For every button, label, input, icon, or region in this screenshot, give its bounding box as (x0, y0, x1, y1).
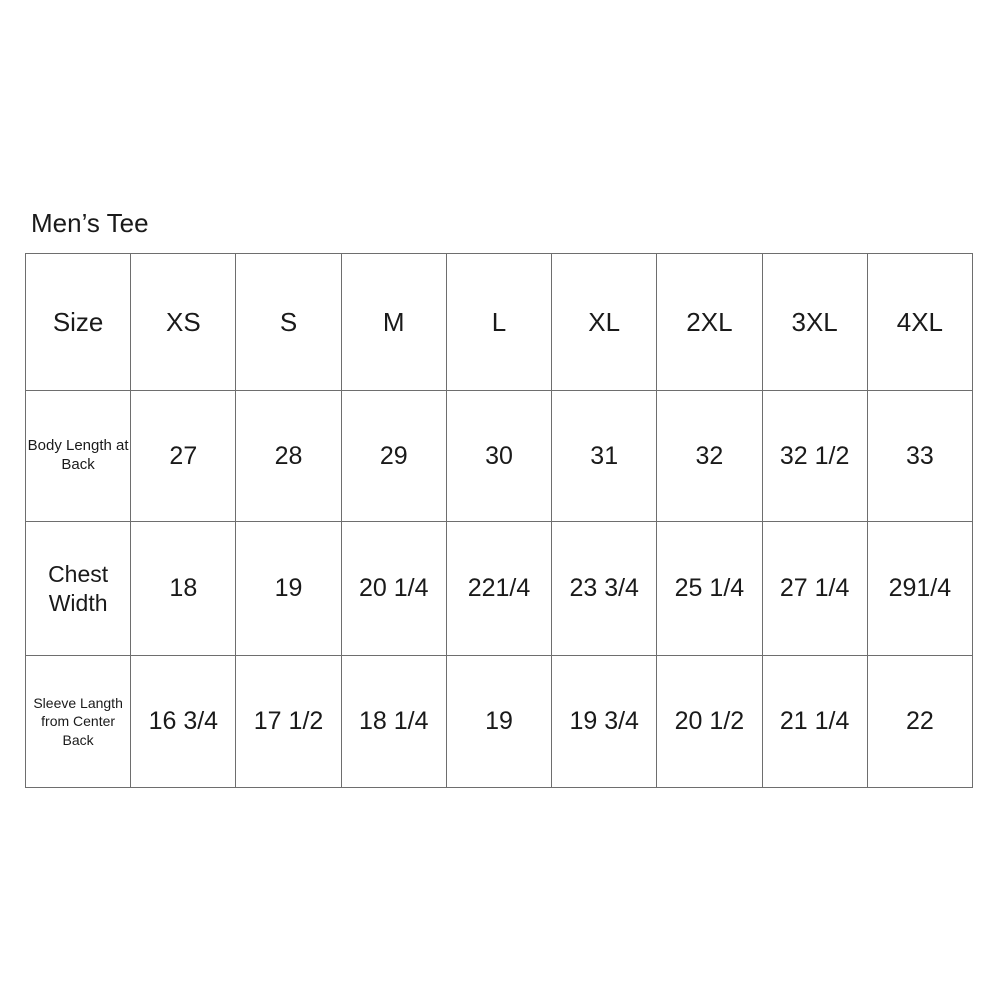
header-row: Size XS S M L XL 2XL 3XL 4XL (24, 253, 974, 391)
table-row-chest-width: Chest Width 18 19 20 1/4 221/4 23 3/4 25… (24, 521, 974, 656)
chest-width-3xl: 27 1/4 (761, 521, 868, 656)
page-title: Men’s Tee (31, 208, 149, 238)
sleeve-length-4xl: 22 (866, 655, 974, 788)
column-header-l: L (445, 253, 553, 391)
row-label-chest-width: Chest Width (24, 521, 132, 656)
body-length-l: 30 (445, 390, 553, 522)
column-header-m: M (340, 253, 447, 391)
sleeve-length-s: 17 1/2 (235, 655, 342, 788)
row-label-body-length: Body Length at Back (24, 390, 132, 522)
chest-width-4xl: 291/4 (866, 521, 974, 656)
sleeve-length-2xl: 20 1/2 (656, 655, 763, 788)
sleeve-length-l: 19 (445, 655, 553, 788)
body-length-m: 29 (340, 390, 447, 522)
sleeve-length-m: 18 1/4 (340, 655, 447, 788)
size-chart-table: Size XS S M L XL 2XL 3XL 4XL Body Length… (24, 253, 974, 788)
sleeve-length-xs: 16 3/4 (130, 655, 237, 788)
body-length-2xl: 32 (656, 390, 763, 522)
chest-width-m: 20 1/4 (340, 521, 447, 656)
column-header-2xl: 2XL (656, 253, 763, 391)
column-header-3xl: 3XL (761, 253, 868, 391)
body-length-3xl: 32 1/2 (761, 390, 868, 522)
column-header-xl: XL (551, 253, 658, 391)
chest-width-xs: 18 (130, 521, 237, 656)
body-length-xs: 27 (130, 390, 237, 522)
sleeve-length-3xl: 21 1/4 (761, 655, 868, 788)
table-row-sleeve-length: Sleeve Langth from Center Back 16 3/4 17… (24, 655, 974, 788)
body-length-s: 28 (235, 390, 342, 522)
chest-width-s: 19 (235, 521, 342, 656)
column-header-4xl: 4XL (866, 253, 974, 391)
column-header-s: S (235, 253, 342, 391)
chest-width-l: 221/4 (445, 521, 553, 656)
chest-width-xl: 23 3/4 (551, 521, 658, 656)
chest-width-2xl: 25 1/4 (656, 521, 763, 656)
table-row-body-length: Body Length at Back 27 28 29 30 31 32 32… (24, 390, 974, 522)
column-header-xs: XS (130, 253, 237, 391)
sleeve-length-xl: 19 3/4 (551, 655, 658, 788)
body-length-4xl: 33 (866, 390, 974, 522)
body-length-xl: 31 (551, 390, 658, 522)
row-label-sleeve-length: Sleeve Langth from Center Back (24, 655, 132, 788)
column-header-size: Size (24, 253, 132, 391)
